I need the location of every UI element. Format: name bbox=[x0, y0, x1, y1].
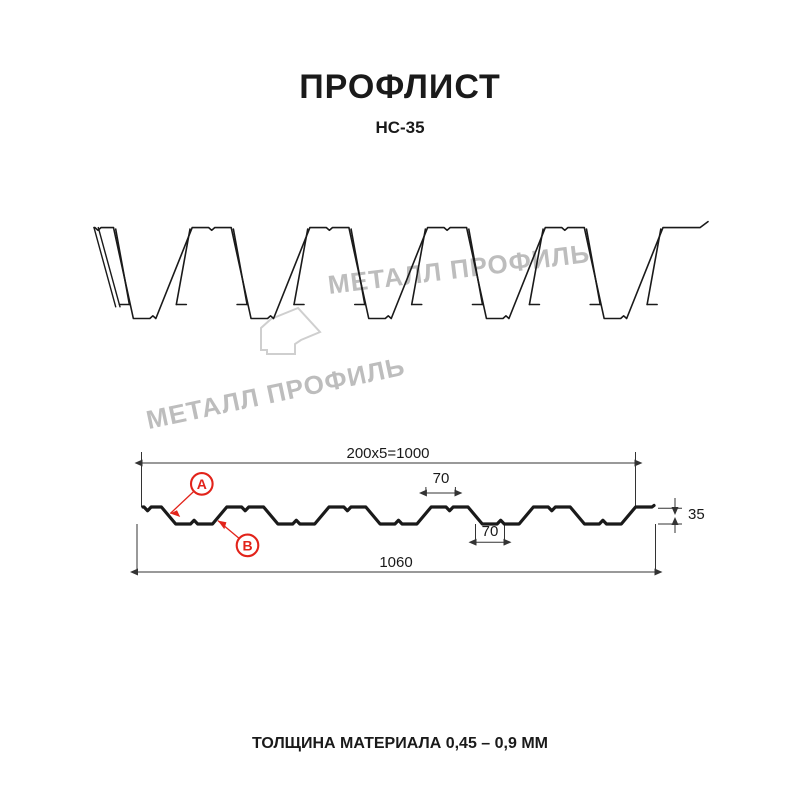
svg-text:70: 70 bbox=[433, 470, 450, 487]
svg-text:A: A bbox=[197, 476, 207, 492]
svg-text:35: 35 bbox=[688, 506, 705, 523]
svg-text:200x5=1000: 200x5=1000 bbox=[347, 445, 430, 462]
svg-text:1060: 1060 bbox=[379, 554, 412, 571]
svg-text:B: B bbox=[242, 538, 252, 554]
